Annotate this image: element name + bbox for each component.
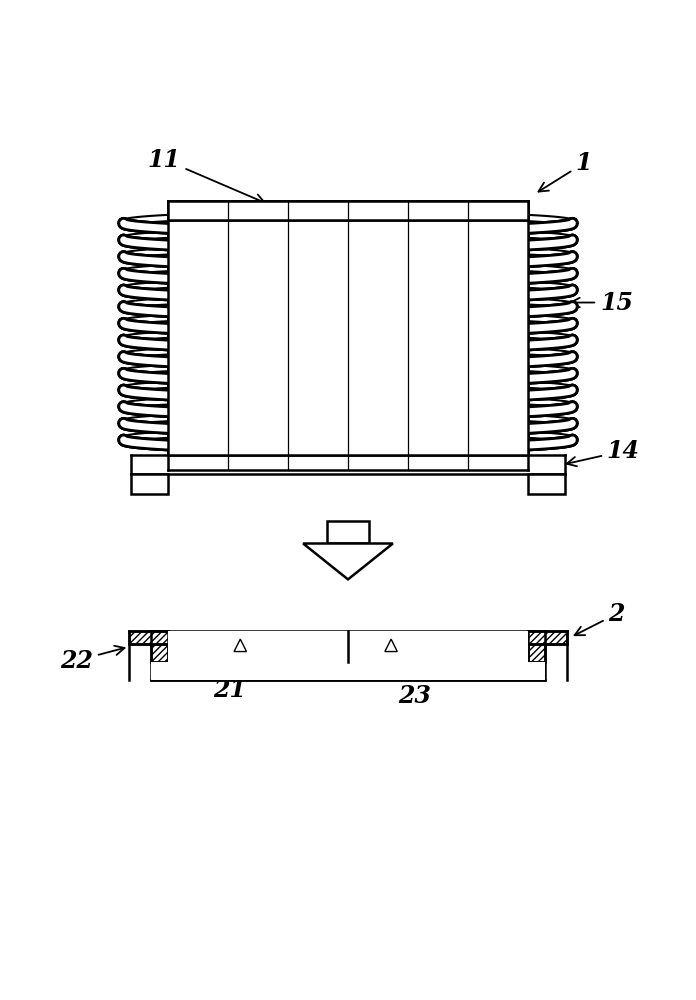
Polygon shape: [385, 639, 397, 652]
Bar: [151, 631, 168, 662]
Bar: [129, 631, 168, 644]
Bar: [528, 631, 567, 644]
Text: 14: 14: [567, 439, 640, 466]
Bar: [151, 662, 545, 680]
Bar: [168, 201, 528, 220]
Text: 23: 23: [396, 654, 431, 708]
Bar: [168, 455, 528, 470]
Text: 22: 22: [60, 646, 125, 673]
Text: 11: 11: [148, 148, 264, 203]
Bar: [168, 220, 528, 455]
Bar: [131, 455, 565, 474]
Bar: [168, 201, 528, 220]
Bar: [168, 631, 528, 662]
Text: 1: 1: [539, 151, 592, 192]
Bar: [327, 521, 369, 543]
Polygon shape: [303, 543, 393, 579]
Bar: [168, 631, 528, 662]
Bar: [151, 662, 545, 680]
Bar: [131, 474, 168, 494]
Bar: [168, 201, 528, 220]
Text: 21: 21: [213, 654, 246, 702]
Bar: [528, 474, 565, 494]
Bar: [168, 631, 528, 662]
Polygon shape: [234, 639, 246, 652]
Text: 15: 15: [570, 291, 633, 315]
Bar: [168, 220, 528, 455]
Text: 2: 2: [575, 602, 625, 635]
Bar: [528, 631, 545, 662]
Bar: [168, 220, 528, 455]
